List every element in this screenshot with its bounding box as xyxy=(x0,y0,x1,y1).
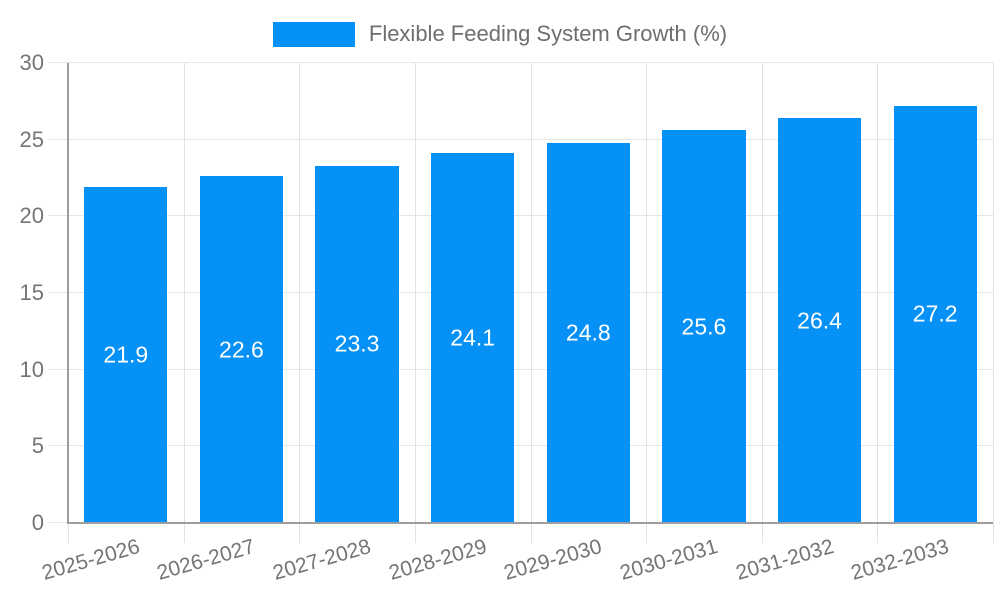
y-gridline xyxy=(48,445,993,447)
bar[interactable]: 22.6 xyxy=(199,176,284,523)
y-axis-tick-label: 0 xyxy=(31,510,44,535)
legend-swatch xyxy=(272,21,355,47)
legend[interactable]: Flexible Feeding System Growth (%) xyxy=(0,20,1000,48)
bar-value-label: 24.1 xyxy=(450,324,496,351)
bar-value-label: 26.4 xyxy=(797,307,842,334)
bar[interactable]: 24.8 xyxy=(546,142,630,523)
x-gridline xyxy=(414,63,416,543)
bar[interactable]: 23.3 xyxy=(315,165,399,523)
bar-value-label: 25.6 xyxy=(681,313,727,340)
y-gridline xyxy=(48,368,993,370)
plot-area: 0 5 10 15 20 25 30 21.9 2025-2026 22.6 2026-2027 23… xyxy=(20,52,994,585)
y-axis-tick-label: 30 xyxy=(19,50,44,75)
y-axis-tick-label: 25 xyxy=(19,126,44,152)
y-gridline xyxy=(48,215,993,217)
x-gridline xyxy=(646,63,648,543)
y-axis-line xyxy=(67,63,69,523)
bar-value-label: 22.6 xyxy=(219,336,264,363)
bar-value-label: 27.2 xyxy=(912,300,958,327)
y-axis-tick-label: 15 xyxy=(19,280,44,305)
x-gridline xyxy=(877,63,879,543)
y-gridline xyxy=(48,62,993,63)
bar-value-label: 21.9 xyxy=(103,341,149,368)
bar[interactable]: 25.6 xyxy=(662,130,746,523)
bar[interactable]: 26.4 xyxy=(777,118,862,523)
x-gridline xyxy=(993,63,994,543)
bar[interactable]: 21.9 xyxy=(84,187,168,523)
bar-value-label: 23.3 xyxy=(334,330,380,357)
x-gridline xyxy=(761,63,763,543)
bar[interactable]: 24.1 xyxy=(431,153,515,523)
bar[interactable]: 27.2 xyxy=(893,105,977,523)
x-axis-line xyxy=(67,522,993,524)
y-axis-tick-label: 20 xyxy=(19,203,44,229)
legend-label: Flexible Feeding System Growth (%) xyxy=(368,21,728,46)
y-axis-tick-label: 5 xyxy=(31,433,44,459)
x-gridline xyxy=(530,63,532,543)
y-gridline xyxy=(48,138,993,140)
y-axis-tick-label: 10 xyxy=(19,356,44,382)
y-gridline xyxy=(48,292,993,293)
bar-value-label: 24.8 xyxy=(565,319,611,346)
x-gridline xyxy=(183,63,185,543)
x-gridline xyxy=(299,63,301,543)
